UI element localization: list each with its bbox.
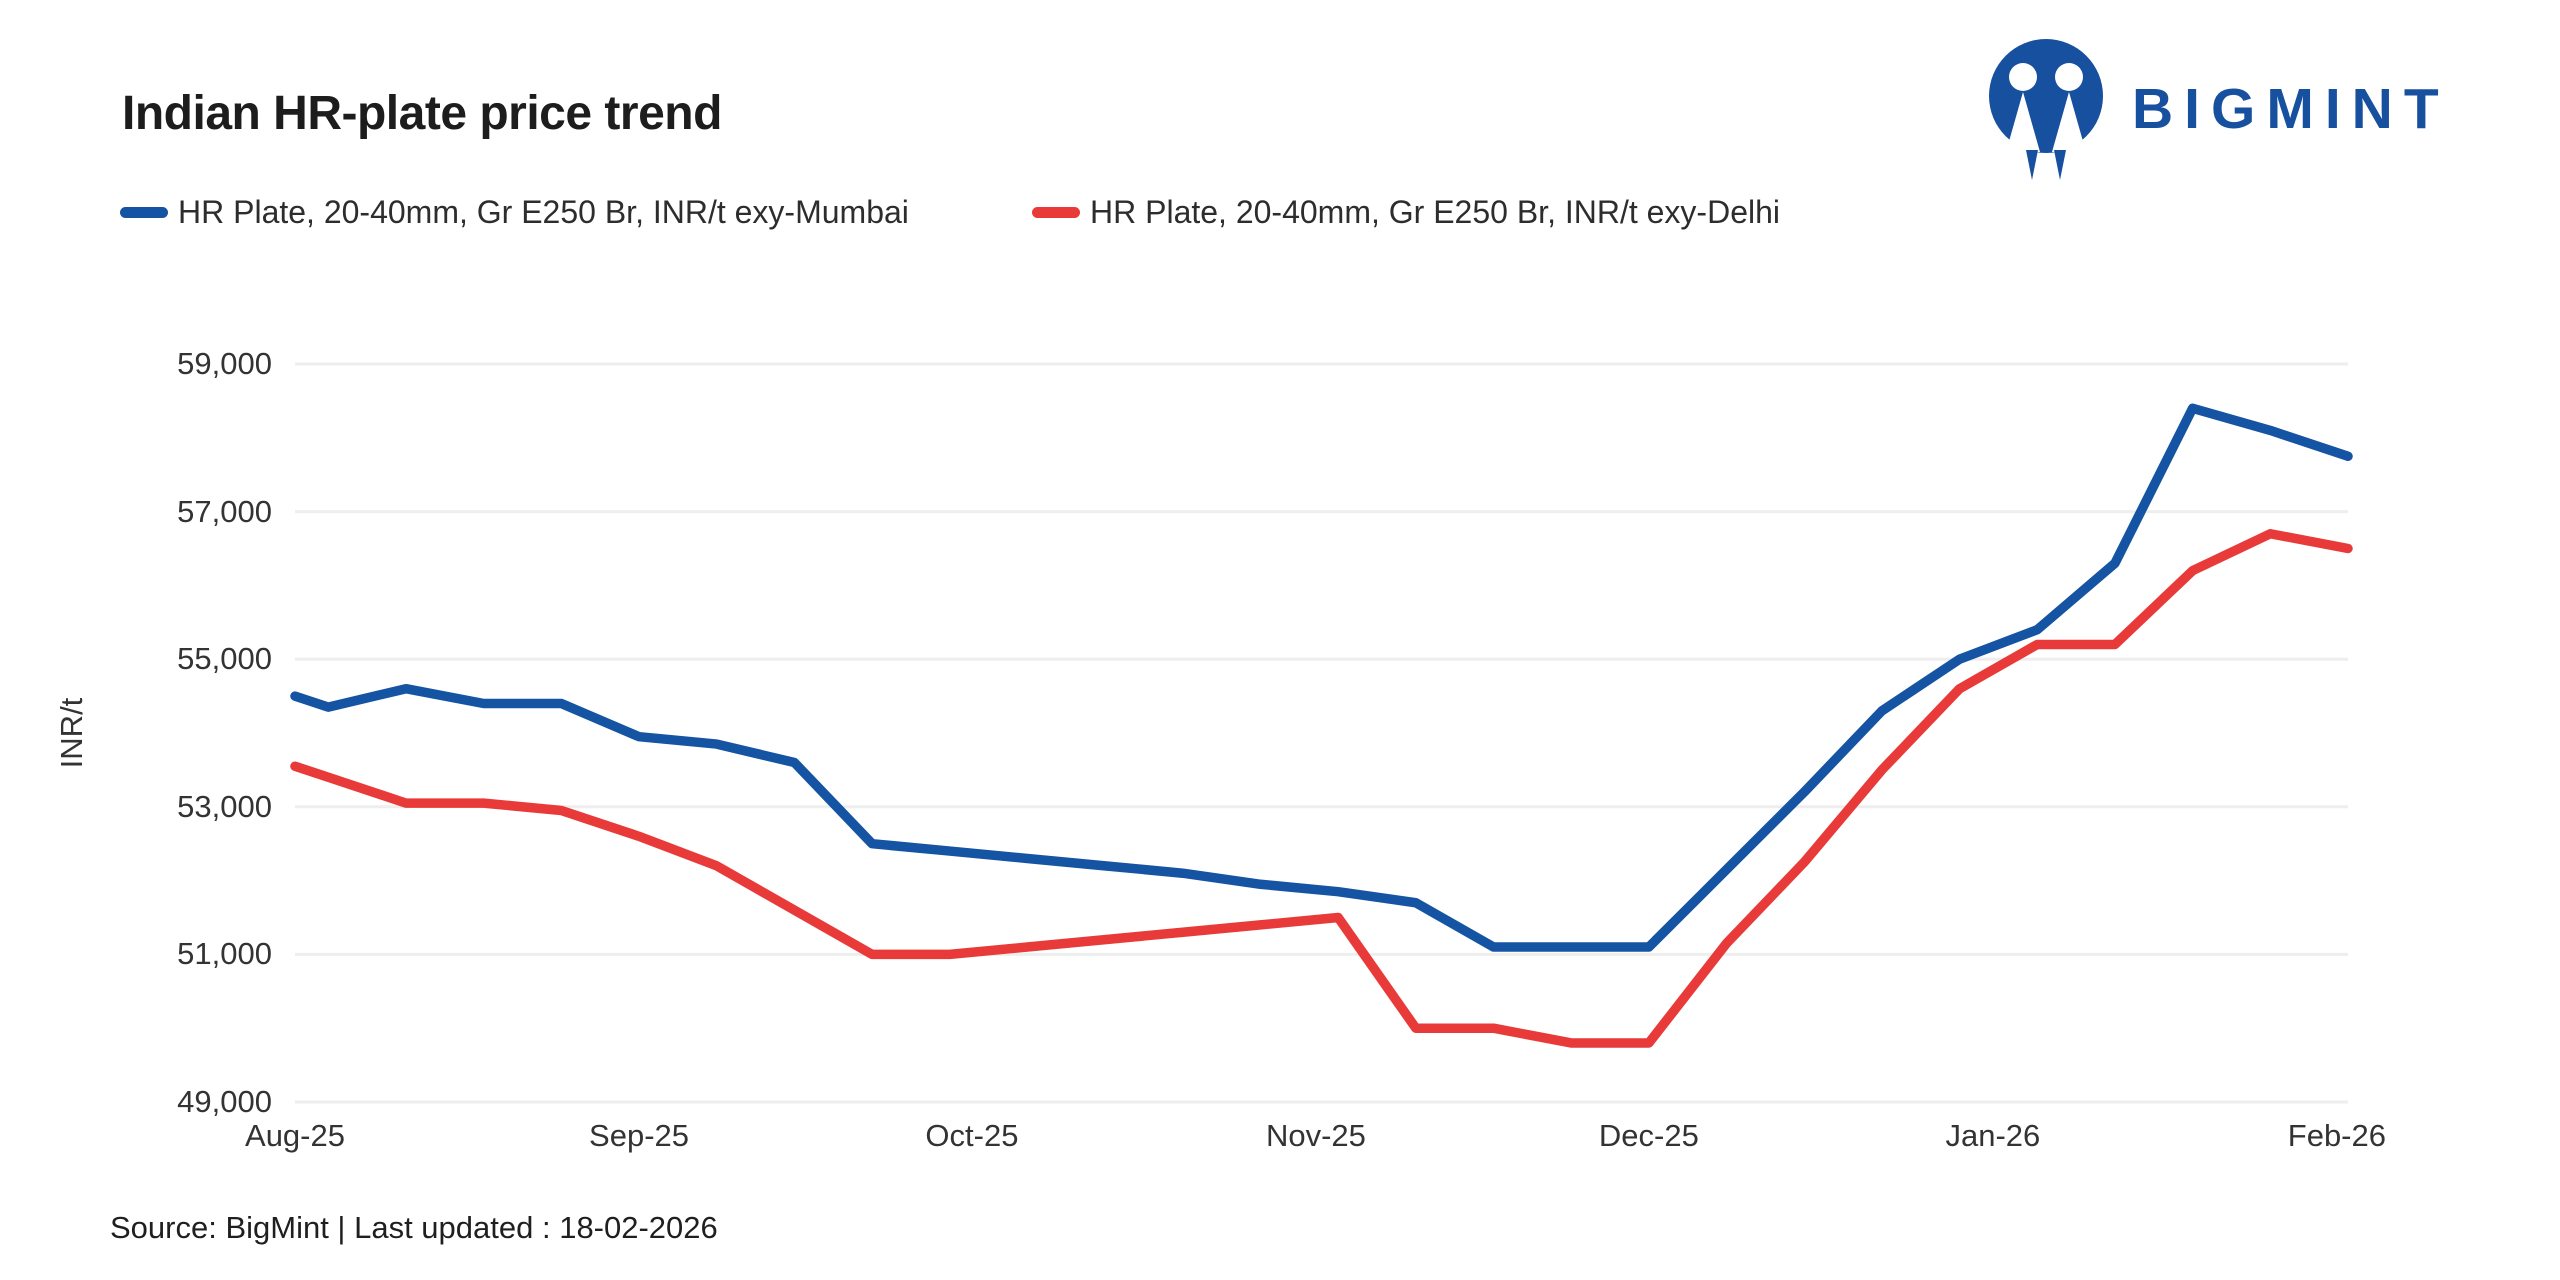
series-line-delhi xyxy=(290,528,2353,1048)
legend-swatch xyxy=(1032,206,1080,218)
legend-label: HR Plate, 20-40mm, Gr E250 Br, INR/t exy… xyxy=(178,193,909,230)
x-tick-label: Aug-25 xyxy=(245,1118,345,1153)
y-tick-label: 55,000 xyxy=(177,641,272,677)
page-title: Indian HR-plate price trend xyxy=(122,87,722,140)
y-tick-label: 49,000 xyxy=(177,1084,272,1119)
bigmint-logo-icon xyxy=(1989,39,2103,180)
y-tick-label: 51,000 xyxy=(177,936,272,972)
x-tick-label: Sep-25 xyxy=(589,1118,689,1153)
bigmint-logo-text: BIGMINT xyxy=(2132,77,2450,141)
source-note: Source: BigMint | Last updated : 18-02-2… xyxy=(110,1210,718,1245)
bigmint-logo: BIGMINT xyxy=(1986,34,2450,184)
x-tick-label: Dec-25 xyxy=(1598,1118,1699,1153)
x-tick-label: Feb-26 xyxy=(2287,1118,2386,1153)
legend-label: HR Plate, 20-40mm, Gr E250 Br, INR/t exy… xyxy=(1090,193,1780,230)
y-tick-label: 53,000 xyxy=(177,788,272,824)
series-line-mumbai xyxy=(290,403,2353,952)
y-tick-label: 57,000 xyxy=(177,493,272,529)
legend-item-delhi: HR Plate, 20-40mm, Gr E250 Br, INR/t exy… xyxy=(1032,192,1780,232)
y-tick-label: 59,000 xyxy=(177,346,272,381)
x-tick-label: Jan-26 xyxy=(1945,1118,2041,1153)
legend-item-mumbai: HR Plate, 20-40mm, Gr E250 Br, INR/t exy… xyxy=(120,192,909,232)
legend-swatch xyxy=(120,206,168,218)
x-tick-label: Nov-25 xyxy=(1265,1118,1366,1153)
y-axis-title: INR/t xyxy=(54,697,89,769)
x-tick-label: Oct-25 xyxy=(925,1118,1019,1153)
